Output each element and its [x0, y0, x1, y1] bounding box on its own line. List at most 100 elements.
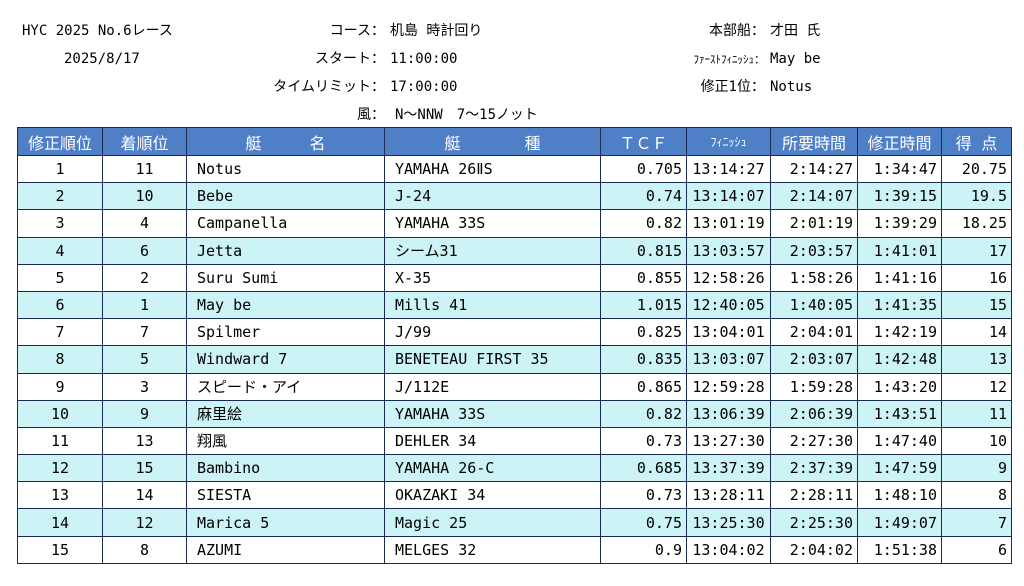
- cell-boat-type: MELGES 32: [384, 535, 601, 564]
- cell-points: 11: [941, 399, 1012, 428]
- cell-boat-name: May be: [186, 290, 385, 320]
- time-limit-label: タイムリミット：: [273, 79, 385, 95]
- cell-boat-name: Bebe: [186, 182, 385, 211]
- cell-finish-time: 12:58:26: [686, 263, 771, 292]
- cell-points: 10: [941, 426, 1012, 456]
- cell-finish-order: 4: [102, 209, 187, 238]
- cell-boat-type: Mills 41: [384, 290, 601, 320]
- cell-boat-type: X-35: [384, 263, 601, 292]
- col-points: 得 点: [941, 127, 1012, 156]
- cell-finish-order: 14: [102, 481, 187, 510]
- cell-finish-order: 8: [102, 535, 187, 564]
- course-value: 机島 時計回り: [390, 23, 483, 39]
- table-row: 3 4 Campanella YAMAHA 33S 0.82 13:01:19 2:01:1…: [17, 209, 1012, 238]
- col-boat-type: 艇 種: [384, 127, 601, 156]
- corrected-first-label: 修正1位：: [700, 79, 765, 95]
- cell-corrected-rank: 2: [17, 182, 103, 211]
- cell-points: 18.25: [941, 209, 1012, 238]
- cell-corrected-rank: 14: [17, 508, 103, 537]
- cell-elapsed-time: 2:01:19: [770, 209, 858, 238]
- table-row: 7 7 Spilmer J/99 0.825 13:04:01 2:04:01 1:42:19…: [17, 318, 1012, 347]
- cell-tcf: 0.9: [600, 535, 687, 564]
- cell-finish-time: 12:59:28: [686, 372, 771, 401]
- cell-elapsed-time: 2:14:27: [770, 154, 858, 184]
- start-label: スタート：: [315, 51, 385, 67]
- cell-points: 8: [941, 481, 1012, 510]
- cell-finish-order: 2: [102, 263, 187, 292]
- cell-corrected-time: 1:39:15: [857, 182, 942, 211]
- corrected-first-value: Notus: [770, 79, 813, 95]
- cell-finish-time: 13:03:07: [686, 345, 771, 374]
- cell-corrected-time: 1:39:29: [857, 209, 942, 238]
- col-elapsed-time: 所要時間: [770, 127, 858, 156]
- cell-finish-time: 13:03:57: [686, 236, 771, 265]
- table-row: 6 1 May be Mills 41 1.015 12:40:05 1:40:05 1:41…: [17, 290, 1012, 320]
- cell-elapsed-time: 1:59:28: [770, 372, 858, 401]
- cell-tcf: 0.82: [600, 399, 687, 428]
- cell-boat-type: YAMAHA 26ⅡS: [384, 154, 601, 184]
- cell-elapsed-time: 2:03:07: [770, 345, 858, 374]
- cell-elapsed-time: 1:58:26: [770, 263, 858, 292]
- cell-finish-time: 13:01:19: [686, 209, 771, 238]
- cell-boat-type: YAMAHA 33S: [384, 399, 601, 428]
- cell-boat-name: Suru Sumi: [186, 263, 385, 292]
- cell-corrected-rank: 6: [17, 290, 103, 320]
- cell-elapsed-time: 2:27:30: [770, 426, 858, 456]
- cell-finish-time: 13:04:01: [686, 318, 771, 347]
- cell-elapsed-time: 2:04:02: [770, 535, 858, 564]
- table-row: 14 12 Marica 5 Magic 25 0.75 13:25:30 2:25:30 1…: [17, 508, 1012, 537]
- table-row: 5 2 Suru Sumi X-35 0.855 12:58:26 1:58:26 1:41:…: [17, 263, 1012, 292]
- race-date: 2025/8/17: [64, 51, 140, 67]
- cell-boat-type: BENETEAU FIRST 35: [384, 345, 601, 374]
- cell-finish-time: 12:40:05: [686, 290, 771, 320]
- cell-corrected-time: 1:41:35: [857, 290, 942, 320]
- cell-corrected-rank: 9: [17, 372, 103, 401]
- cell-boat-type: DEHLER 34: [384, 426, 601, 456]
- cell-finish-time: 13:06:39: [686, 399, 771, 428]
- cell-elapsed-time: 1:40:05: [770, 290, 858, 320]
- cell-corrected-time: 1:43:51: [857, 399, 942, 428]
- cell-tcf: 1.015: [600, 290, 687, 320]
- col-tcf: ＴＣＦ: [600, 127, 687, 156]
- cell-points: 16: [941, 263, 1012, 292]
- table-row: 10 9 麻里絵 YAMAHA 33S 0.82 13:06:39 2:06:39 1:43:…: [17, 399, 1012, 428]
- table-row: 2 10 Bebe J-24 0.74 13:14:07 2:14:07 1:39:15 19.…: [17, 182, 1012, 211]
- cell-points: 20.75: [941, 154, 1012, 184]
- wind-value: N〜NNW 7〜15ノット: [395, 107, 538, 123]
- cell-tcf: 0.835: [600, 345, 687, 374]
- cell-tcf: 0.82: [600, 209, 687, 238]
- race-title: HYC 2025 No.6レース: [22, 23, 173, 39]
- cell-points: 12: [941, 372, 1012, 401]
- table-row: 9 3 スピード・アイ J/112E 0.865 12:59:28 1:59:28 1:43:…: [17, 372, 1012, 401]
- cell-boat-name: Notus: [186, 154, 385, 184]
- cell-tcf: 0.825: [600, 318, 687, 347]
- hq-boat-label: 本部船：: [709, 23, 765, 39]
- cell-corrected-rank: 7: [17, 318, 103, 347]
- cell-finish-order: 3: [102, 372, 187, 401]
- table-row: 11 13 翔風 DEHLER 34 0.73 13:27:30 2:27:30 1:47:4…: [17, 426, 1012, 456]
- cell-elapsed-time: 2:14:07: [770, 182, 858, 211]
- cell-finish-time: 13:14:27: [686, 154, 771, 184]
- table-header-row: 修正順位 着順位 艇 名 艇 種 ＴＣＦ ﾌｨﾆｯｼｭ 所要時間 修正時間 得 …: [17, 127, 1012, 156]
- cell-boat-type: Magic 25: [384, 508, 601, 537]
- table-row: 8 5 Windward 7 BENETEAU FIRST 35 0.835 13:03:…: [17, 345, 1012, 374]
- cell-elapsed-time: 2:06:39: [770, 399, 858, 428]
- cell-corrected-time: 1:47:59: [857, 454, 942, 483]
- cell-corrected-time: 1:48:10: [857, 481, 942, 510]
- cell-boat-type: YAMAHA 26-C: [384, 454, 601, 483]
- cell-boat-name: スピード・アイ: [186, 372, 385, 401]
- cell-corrected-time: 1:34:47: [857, 154, 942, 184]
- cell-finish-order: 13: [102, 426, 187, 456]
- results-table: 修正順位 着順位 艇 名 艇 種 ＴＣＦ ﾌｨﾆｯｼｭ 所要時間 修正時間 得 …: [17, 127, 1012, 564]
- cell-elapsed-time: 2:25:30: [770, 508, 858, 537]
- cell-corrected-time: 1:51:38: [857, 535, 942, 564]
- cell-tcf: 0.73: [600, 426, 687, 456]
- cell-points: 19.5: [941, 182, 1012, 211]
- col-corrected-time: 修正時間: [857, 127, 942, 156]
- cell-boat-type: OKAZAKI 34: [384, 481, 601, 510]
- table-row: 4 6 Jetta シーム31 0.815 13:03:57 2:03:57 1:41:01 1…: [17, 236, 1012, 265]
- cell-finish-order: 6: [102, 236, 187, 265]
- col-finish-time: ﾌｨﾆｯｼｭ: [686, 127, 771, 156]
- cell-elapsed-time: 2:03:57: [770, 236, 858, 265]
- cell-boat-name: Spilmer: [186, 318, 385, 347]
